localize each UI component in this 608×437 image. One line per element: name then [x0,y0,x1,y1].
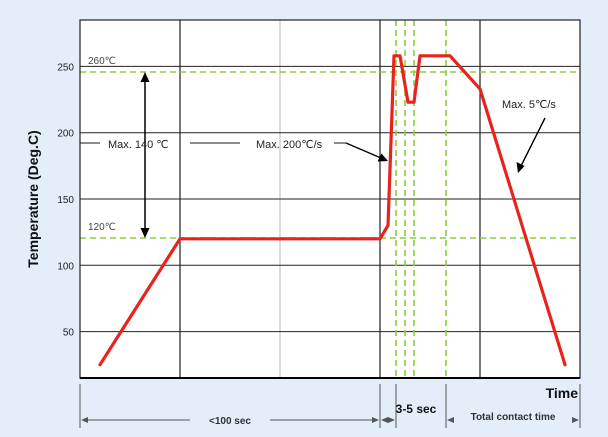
profile-point [478,87,482,91]
ref-label-120: 120℃ [88,222,116,233]
profile-point [98,363,102,367]
span-label-contact: Total contact time [471,412,556,423]
arrow-5 [516,117,546,173]
horizontal-grid [80,65,580,333]
time-spans [79,384,581,428]
arrow-200 [345,142,388,162]
profile-point [448,54,452,58]
profile-point [398,54,402,58]
y-tick-label-50: 50 [63,328,75,339]
y-tick-label-100: 100 [57,261,74,272]
x-axis-label: Time [546,385,579,401]
profile-point [412,100,416,104]
ref-label-260: 260℃ [88,56,116,67]
profile-point [563,363,567,367]
profile-point [178,237,182,241]
max-140-arrow [140,72,150,238]
profile-point [386,224,390,227]
profile-point [418,54,422,58]
profile-point [278,237,282,241]
y-tick-label-200: 200 [57,129,74,140]
annotation-max-140: Max. 140 ℃ [108,139,169,151]
span-label-3-5sec: 3-5 sec [396,402,437,416]
profile-point [378,237,382,241]
y-tick-labels: 50 100 150 200 250 [57,62,74,338]
annotation-max-200: Max. 200℃/s [256,139,323,151]
profile-point [392,54,396,58]
y-axis-label: Temperature (Deg.C) [25,130,41,267]
y-tick-label-250: 250 [57,62,74,73]
profile-points [98,54,567,367]
y-tick-label-150: 150 [57,195,74,206]
annotation-max-5: Max. 5℃/s [502,99,556,111]
span-label-100sec: <100 sec [209,416,251,427]
profile-point [406,100,410,104]
